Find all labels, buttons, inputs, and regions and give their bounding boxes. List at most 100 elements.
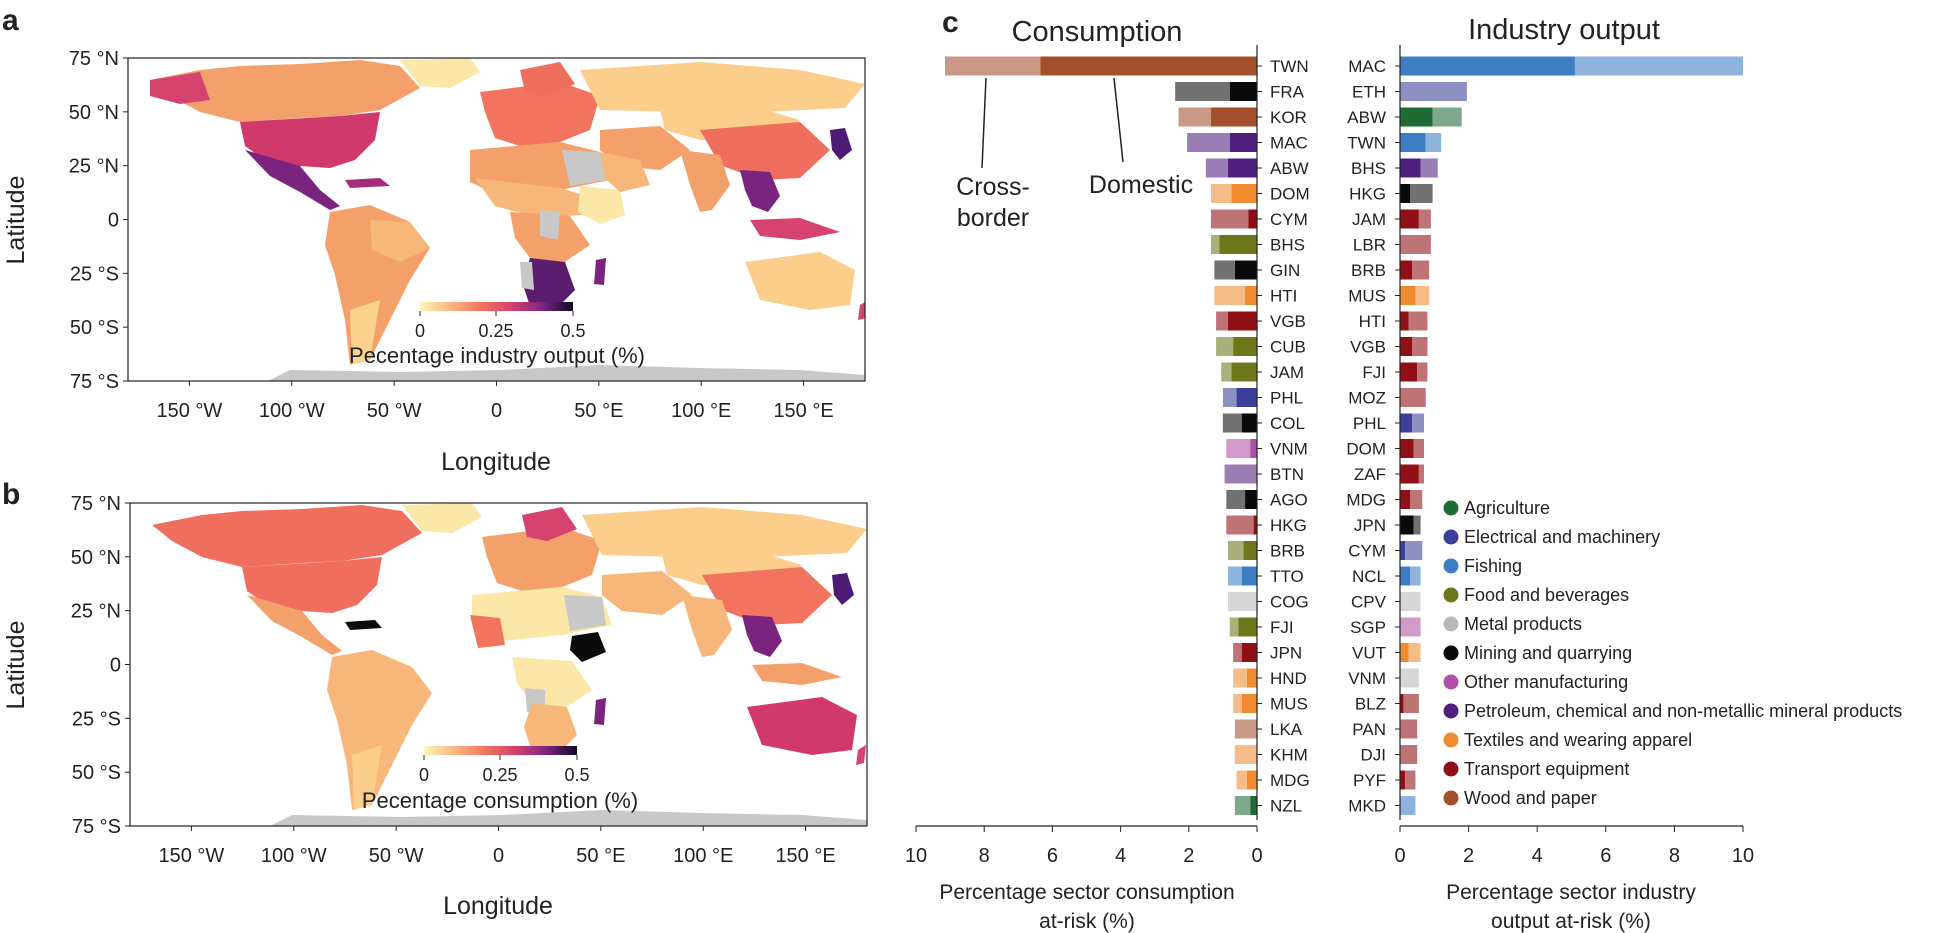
cross-border-pointer xyxy=(981,77,987,169)
panel-a-xticks: 150 °W 100 °W 50 °W 0 50 °E 100 °E 150 °E xyxy=(157,381,834,422)
consumption-bar-crossborder-vgb xyxy=(1216,311,1229,331)
legend-label-petroleum-chemical-and-non-metallic-mineral-products: Petroleum, chemical and non-metallic min… xyxy=(1464,701,1902,721)
consumption-bar-crossborder-nzl xyxy=(1234,796,1251,815)
legend-marker-food-and-beverages xyxy=(1443,587,1459,603)
panel-a-yticks: 75 °N 50 °N 25 °N 0 25 °S 50 °S 75 °S xyxy=(69,48,128,393)
a-xtick-label: 150 °W xyxy=(157,400,223,422)
panel-b-cbar-tick-2: 0.5 xyxy=(564,765,589,785)
map-b-russia xyxy=(582,507,867,557)
industry-country-label-phl: PHL xyxy=(1353,414,1386,433)
map-a-china xyxy=(700,122,830,180)
industry-bar-crossborder-moz xyxy=(1400,388,1426,407)
consumption-bar-crossborder-abw xyxy=(1205,158,1229,178)
consumption-country-label-cym: CYM xyxy=(1270,210,1308,229)
map-a-horn xyxy=(578,186,625,224)
map-b-india xyxy=(682,595,732,657)
consumption-bar-crossborder-kor xyxy=(1178,107,1211,127)
consumption-bar-crossborder-cub xyxy=(1216,337,1234,356)
a-ytick-label: 25 °N xyxy=(69,156,119,178)
map-a-canada xyxy=(150,60,420,122)
industry-country-label-vgb: VGB xyxy=(1350,338,1386,357)
industry-bar-domestic-cym xyxy=(1400,541,1406,560)
consumption-bars: TWN FRA KOR MAC ABW DOM CYM BHS GIN HTI VGB CUB JAM P… xyxy=(944,56,1310,816)
consumption-country-label-abw: ABW xyxy=(1270,159,1309,178)
panel-b-cbar-tick-0: 0 xyxy=(419,765,429,785)
consumption-country-label-col: COL xyxy=(1270,414,1305,433)
b-ytick-label: 25 °N xyxy=(71,601,121,623)
industry-bar-domestic-dom xyxy=(1400,439,1414,458)
consumption-bar-crossborder-dom xyxy=(1210,184,1232,203)
map-a-drc-nodata xyxy=(540,210,560,240)
a-ytick-label: 75 °N xyxy=(69,48,119,70)
industry-bar-crossborder-pan xyxy=(1400,719,1418,739)
panel-a-ylabel: Latitude xyxy=(2,176,30,265)
map-b-japan xyxy=(832,573,854,605)
consumption-bar-crossborder-col xyxy=(1222,413,1242,433)
industry-bar-crossborder-mkd xyxy=(1400,796,1416,815)
consumption-country-label-gin: GIN xyxy=(1270,261,1300,280)
b-xtick-label: 50 °E xyxy=(576,845,625,867)
b-xtick-label: 50 °W xyxy=(369,845,424,867)
consumption-country-label-mus: MUS xyxy=(1270,695,1308,714)
industry-xtick-label: 0 xyxy=(1394,845,1405,867)
consumption-bar-crossborder-fra xyxy=(1175,82,1230,101)
consumption-country-label-cub: CUB xyxy=(1270,338,1306,357)
map-a-sa-south xyxy=(350,300,380,364)
consumption-bar-domestic-col xyxy=(1241,413,1257,433)
industry-country-label-vut: VUT xyxy=(1352,644,1386,663)
consumption-country-label-phl: PHL xyxy=(1270,389,1303,408)
consumption-bar-domestic-dom xyxy=(1231,184,1257,203)
b-xtick-label: 150 °E xyxy=(775,845,835,867)
consumption-bar-domestic-hti xyxy=(1245,286,1257,305)
industry-bar-crossborder-sgp xyxy=(1400,617,1421,637)
industry-bar-crossborder-dji xyxy=(1400,745,1418,764)
map-a-southern-africa xyxy=(522,258,575,310)
consumption-bar-domestic-tto xyxy=(1241,566,1257,586)
industry-xtick-label: 4 xyxy=(1532,845,1543,867)
consumption-bar-crossborder-jam xyxy=(1221,362,1232,382)
industry-country-label-brb: BRB xyxy=(1351,261,1386,280)
panel-b-yticks: 75 °N 50 °N 25 °N 0 25 °S 50 °S 75 °S xyxy=(71,493,130,838)
industry-bar-domestic-ncl xyxy=(1400,566,1411,586)
consumption-country-label-brb: BRB xyxy=(1270,542,1305,561)
consumption-bar-domestic-jam xyxy=(1231,362,1257,382)
legend-marker-mining-and-quarrying xyxy=(1443,645,1459,661)
legend-label-mining-and-quarrying: Mining and quarrying xyxy=(1464,643,1632,663)
map-b-canada xyxy=(152,505,422,567)
consumption-bar-crossborder-btn xyxy=(1224,464,1257,484)
map-b-china xyxy=(702,567,832,625)
consumption-bar-crossborder-jpn xyxy=(1233,643,1242,662)
a-ytick-label: 50 °N xyxy=(69,102,119,124)
consumption-bar-domestic-brb xyxy=(1243,541,1257,560)
legend-marker-metal-products xyxy=(1443,616,1459,632)
a-xtick-label: 50 °E xyxy=(574,400,623,422)
map-b-southern-africa xyxy=(524,703,577,755)
legend-marker-electrical-and-machinery xyxy=(1443,529,1459,545)
panel-a-colorbar-gradient xyxy=(420,302,573,311)
panel-b-colorbar-label: Pecentage consumption (%) xyxy=(362,788,638,813)
map-a-sahel xyxy=(475,178,600,218)
sector-legend: Agriculture Electrical and machinery Fishi… xyxy=(1443,498,1902,808)
consumption-bar-domestic-hnd xyxy=(1246,668,1257,688)
map-a-greenland xyxy=(400,58,480,88)
map-b-middle-east xyxy=(602,571,692,615)
consumption-country-label-bhs: BHS xyxy=(1270,236,1305,255)
industry-bar-domestic-twn xyxy=(1400,133,1426,152)
legend-marker-textiles-and-wearing-apparel xyxy=(1443,732,1459,748)
legend-marker-transport-equipment xyxy=(1443,761,1459,777)
industry-output-bars: MAC ETH ABW TWN BHS HKG JAM LBR BRB MUS HTI VGB FJI M… xyxy=(1346,56,1743,816)
map-b-scandinavia xyxy=(522,507,577,541)
industry-bar-domestic-vut xyxy=(1400,643,1409,662)
industry-country-label-dji: DJI xyxy=(1361,746,1387,765)
consumption-country-label-dom: DOM xyxy=(1270,185,1310,204)
legend-marker-other-manufacturing xyxy=(1443,674,1459,690)
consumption-bar-crossborder-cym xyxy=(1210,209,1249,229)
panel-c-letter: c xyxy=(942,6,959,39)
consumption-country-label-nzl: NZL xyxy=(1270,797,1302,816)
consumption-country-label-tto: TTO xyxy=(1270,567,1304,586)
consumption-xtick-label: 2 xyxy=(1183,845,1194,867)
map-a-europe xyxy=(480,82,600,146)
industry-country-label-abw: ABW xyxy=(1347,108,1386,127)
a-ytick-label: 75 °S xyxy=(70,371,119,393)
